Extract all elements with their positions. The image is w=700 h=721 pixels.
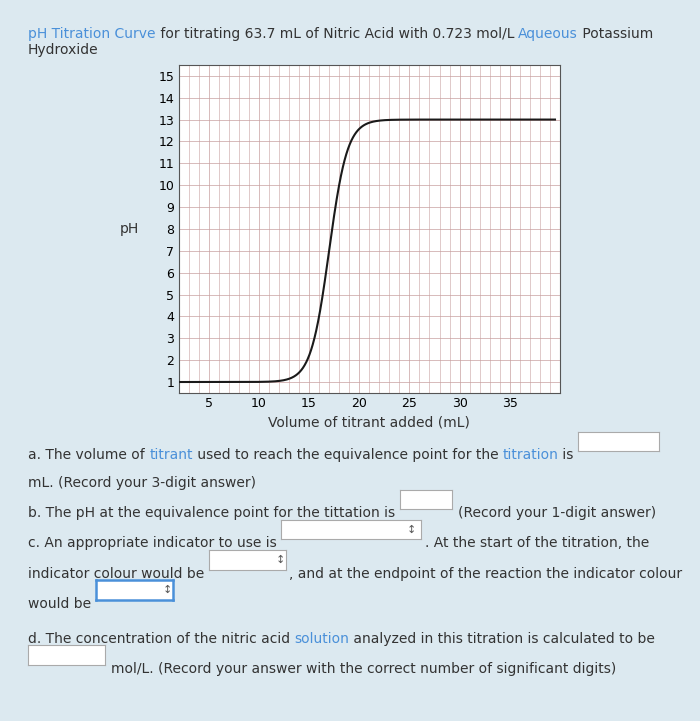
Text: , and at the endpoint of the reaction the indicator colour: , and at the endpoint of the reaction th… — [289, 567, 682, 580]
Text: Aqueous: Aqueous — [519, 27, 578, 41]
Text: pH Titration Curve: pH Titration Curve — [28, 27, 155, 41]
Text: . At the start of the titration, the: . At the start of the titration, the — [425, 536, 649, 550]
X-axis label: Volume of titrant added (mL): Volume of titrant added (mL) — [268, 416, 470, 430]
Text: c. An appropriate indicator to use is: c. An appropriate indicator to use is — [28, 536, 281, 550]
Text: Hydroxide: Hydroxide — [28, 43, 99, 57]
Text: Potassium: Potassium — [578, 27, 653, 41]
Text: solution: solution — [295, 632, 349, 645]
Text: a. The volume of: a. The volume of — [28, 448, 149, 462]
Text: indicator colour would be: indicator colour would be — [28, 567, 209, 580]
Text: ↕: ↕ — [162, 585, 172, 595]
Text: is: is — [559, 448, 578, 462]
Text: ↕: ↕ — [407, 525, 416, 534]
Text: ↕: ↕ — [276, 555, 285, 565]
Text: titration: titration — [503, 448, 559, 462]
Text: (Record your 1-digit answer): (Record your 1-digit answer) — [458, 506, 656, 520]
Text: b. The pH at the equivalence point for the tittation is: b. The pH at the equivalence point for t… — [28, 506, 400, 520]
Text: for titrating 63.7 mL of Nitric Acid with 0.723 mol/L: for titrating 63.7 mL of Nitric Acid wit… — [155, 27, 519, 41]
Text: analyzed in this titration is calculated to be: analyzed in this titration is calculated… — [349, 632, 655, 645]
Y-axis label: pH: pH — [119, 222, 139, 236]
Text: mol/L. (Record your answer with the correct number of significant digits): mol/L. (Record your answer with the corr… — [111, 662, 616, 676]
Text: would be: would be — [28, 597, 95, 611]
Text: mL. (Record your 3-digit answer): mL. (Record your 3-digit answer) — [28, 476, 256, 490]
Text: d. The concentration of the nitric acid: d. The concentration of the nitric acid — [28, 632, 295, 645]
Text: used to reach the equivalence point for the: used to reach the equivalence point for … — [193, 448, 503, 462]
Text: titrant: titrant — [149, 448, 192, 462]
